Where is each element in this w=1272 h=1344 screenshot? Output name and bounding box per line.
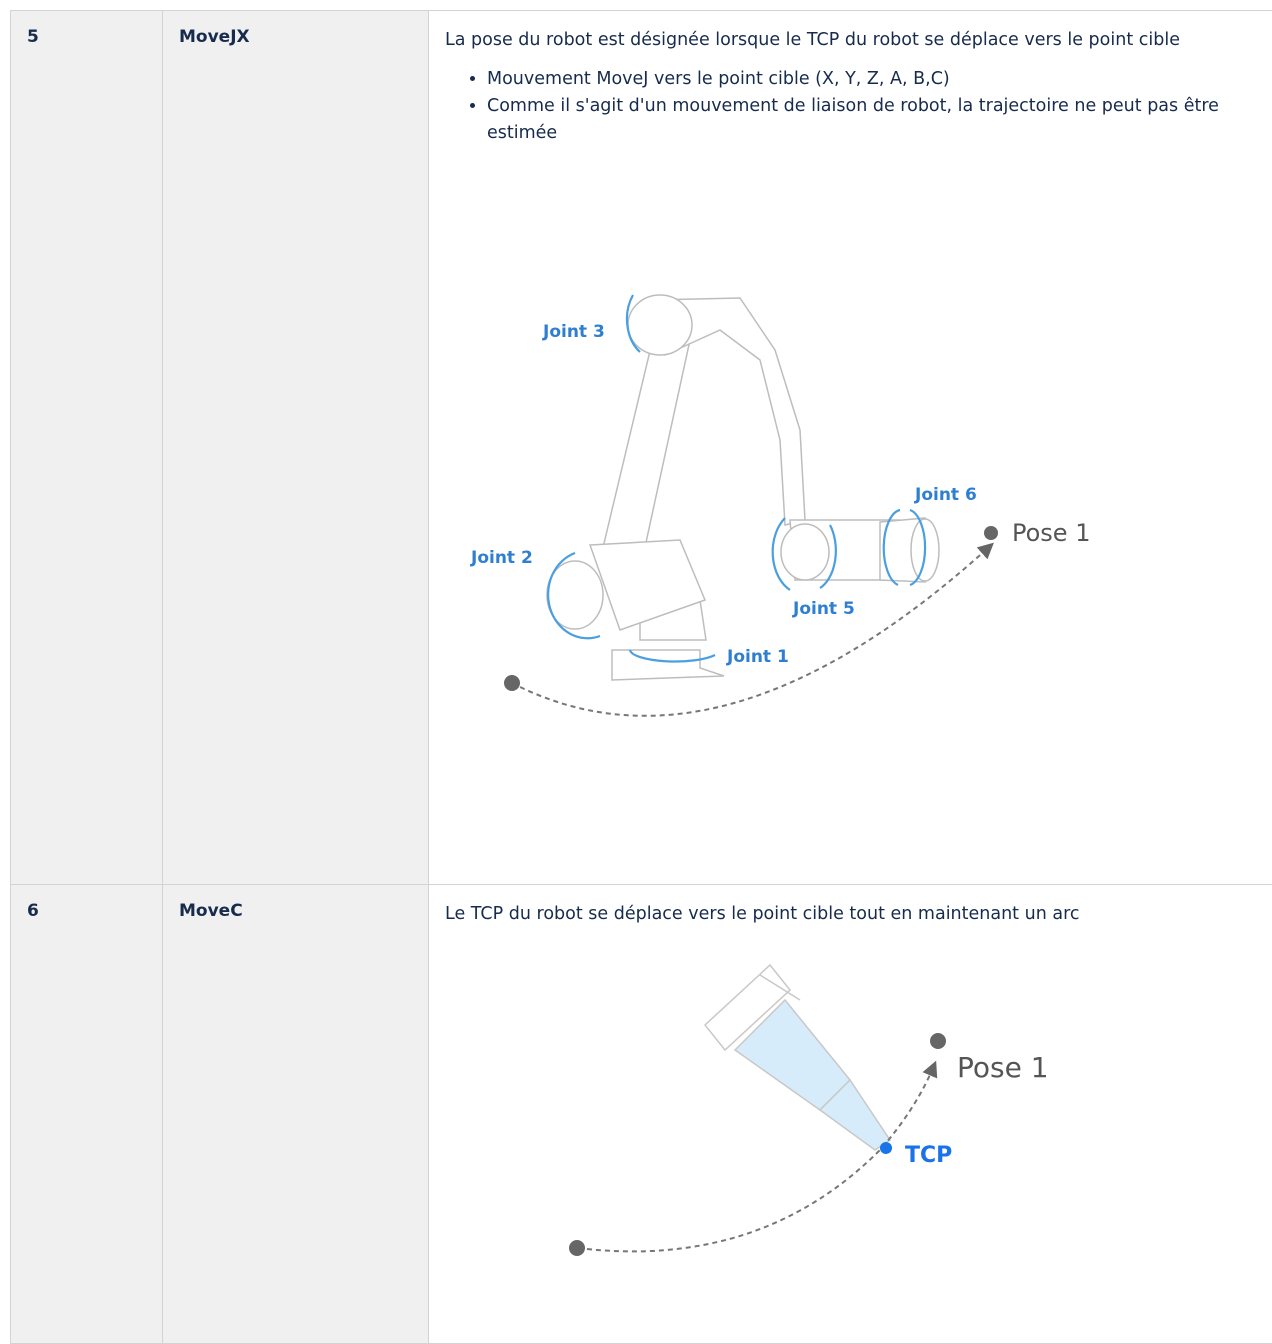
tcp-point xyxy=(880,1142,892,1154)
description: Le TCP du robot se déplace vers le point… xyxy=(445,904,1080,924)
start-point xyxy=(569,1240,585,1256)
row-number: 5 xyxy=(27,27,39,47)
trajectory xyxy=(511,542,994,717)
joint-arcs xyxy=(547,294,927,663)
start-point xyxy=(504,675,520,691)
row-number: 6 xyxy=(27,901,39,921)
target-point xyxy=(930,1033,946,1049)
joint-label: Joint 2 xyxy=(470,548,533,568)
figures: Joint 3 Joint 2 Joint 6 Joint 5 Joint 1 … xyxy=(470,294,1090,1256)
target-point xyxy=(984,526,998,540)
trajectory xyxy=(577,1060,938,1253)
joint-label: Joint 1 xyxy=(726,647,789,667)
row-name-cell: MoveC xyxy=(162,884,429,1344)
joint-label: Joint 3 xyxy=(542,322,605,342)
robot-sketch xyxy=(546,294,940,681)
tool-sketch xyxy=(703,963,892,1151)
row-name: MoveJX xyxy=(179,27,250,47)
pose-label: Pose 1 xyxy=(957,1051,1049,1084)
row-name-cell: MoveJX xyxy=(162,10,429,885)
bullet-list: Mouvement MoveJ vers le point cible (X, … xyxy=(445,66,1261,147)
pose-label: Pose 1 xyxy=(1012,519,1090,547)
joint-label: Joint 6 xyxy=(914,485,977,505)
page: 5 MoveJX La pose du robot est désignée l… xyxy=(0,0,1272,1315)
joint-label: Joint 5 xyxy=(792,599,855,619)
bullet: Mouvement MoveJ vers le point cible (X, … xyxy=(487,66,1261,93)
row-name: MoveC xyxy=(179,901,243,921)
description: La pose du robot est désignée lorsque le… xyxy=(445,30,1180,50)
tcp-label: TCP xyxy=(905,1143,952,1168)
row-number-cell: 5 xyxy=(10,10,163,885)
bullet: Comme il s'agit d'un mouvement de liaiso… xyxy=(487,93,1261,147)
